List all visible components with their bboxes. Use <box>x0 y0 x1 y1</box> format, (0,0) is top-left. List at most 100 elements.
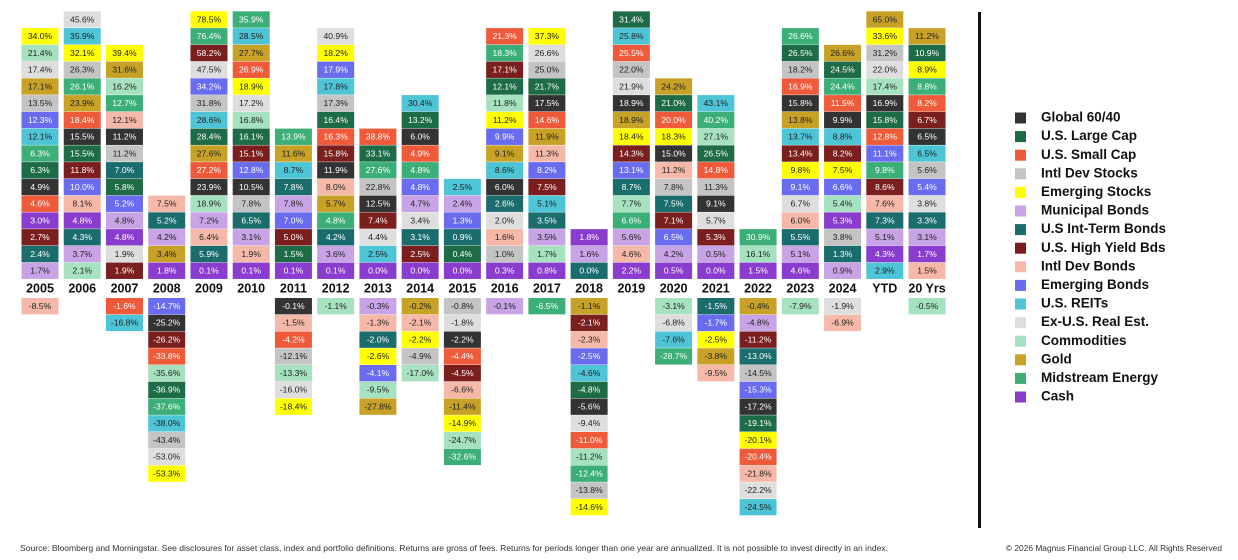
return-label: 18.4% <box>70 115 95 125</box>
return-cell <box>866 78 904 95</box>
return-label: 2.7% <box>30 232 50 242</box>
return-cell <box>443 178 481 196</box>
return-label: -14.9% <box>449 418 477 428</box>
return-cell <box>274 348 312 365</box>
return-cell <box>443 229 481 246</box>
return-label: -1.6% <box>113 301 136 311</box>
return-label: 23.9% <box>70 98 95 108</box>
return-label: -0.2% <box>409 301 432 311</box>
return-cell <box>486 78 524 95</box>
return-cell <box>528 245 566 263</box>
return-cell <box>866 111 904 129</box>
return-label: 8.8% <box>833 132 853 142</box>
return-cell <box>105 145 143 162</box>
return-cell <box>359 195 397 212</box>
return-cell <box>401 314 439 332</box>
return-cell <box>486 195 524 212</box>
return-label: 8.2% <box>917 98 937 108</box>
return-label: 4.8% <box>410 165 430 175</box>
return-cell <box>739 348 777 365</box>
return-label: 24.5% <box>830 65 855 75</box>
return-cell <box>781 28 819 45</box>
return-label: 0.1% <box>326 266 346 276</box>
return-label: -1.8% <box>451 318 474 328</box>
return-label: 12.7% <box>112 98 137 108</box>
return-label: 8.6% <box>875 182 895 192</box>
return-label: 30.9% <box>746 232 771 242</box>
return-label: 0.8% <box>537 266 557 276</box>
return-label: 78.5% <box>197 14 222 24</box>
return-cell <box>486 95 524 112</box>
divider <box>978 12 981 528</box>
year-label: 2012 <box>322 281 350 295</box>
return-label: -1.1% <box>324 301 347 311</box>
return-label: 4.8% <box>115 232 135 242</box>
return-cell <box>528 145 566 162</box>
return-cell <box>486 61 524 78</box>
return-cell <box>697 95 735 112</box>
return-cell <box>528 178 566 196</box>
return-cell <box>739 465 777 482</box>
return-label: 1.6% <box>579 249 599 259</box>
return-label: 40.9% <box>323 31 348 41</box>
legend-label: Commodities <box>1041 333 1127 348</box>
year-label: 2005 <box>26 281 54 295</box>
return-cell <box>612 111 650 129</box>
return-cell <box>781 178 819 196</box>
return-cell <box>528 78 566 95</box>
return-cell <box>655 111 693 129</box>
return-cell <box>148 365 186 382</box>
return-label: 14.8% <box>704 165 729 175</box>
return-label: 1.7% <box>30 266 50 276</box>
return-label: -13.0% <box>744 351 772 361</box>
return-label: 6.6% <box>833 182 853 192</box>
legend-swatch <box>1015 112 1026 124</box>
return-label: 16.1% <box>239 132 264 142</box>
return-label: 0.0% <box>579 266 599 276</box>
return-label: 17.4% <box>28 65 53 75</box>
return-cell <box>570 314 608 332</box>
return-cell <box>739 229 777 246</box>
return-label: 3.7% <box>72 249 92 259</box>
return-label: 8.7% <box>622 182 642 192</box>
return-label: 7.4% <box>368 215 388 225</box>
return-cell <box>443 331 481 348</box>
return-cell <box>739 448 777 466</box>
return-label: 11.9% <box>535 132 559 142</box>
return-cell <box>359 331 397 348</box>
return-label: -26.2% <box>153 334 181 344</box>
return-label: 18.9% <box>197 199 222 209</box>
return-label: 7.3% <box>875 215 895 225</box>
return-cell <box>824 111 862 129</box>
return-cell <box>824 195 862 212</box>
return-cell <box>443 314 481 332</box>
return-label: 11.5% <box>831 98 855 108</box>
return-label: -14.6% <box>576 502 604 512</box>
return-cell <box>908 28 946 45</box>
return-cell <box>105 178 143 196</box>
return-cell <box>612 245 650 263</box>
return-cell <box>908 95 946 112</box>
return-cell <box>486 298 524 315</box>
return-label: 1.7% <box>537 249 557 259</box>
return-cell <box>190 229 228 246</box>
return-label: 5.4% <box>833 199 853 209</box>
return-label: -14.5% <box>744 368 772 378</box>
return-cell <box>866 162 904 179</box>
return-label: 10.0% <box>70 182 95 192</box>
return-cell <box>105 212 143 229</box>
return-label: 18.2% <box>323 48 348 58</box>
year-label: 2013 <box>364 281 392 295</box>
return-label: 4.9% <box>30 182 50 192</box>
return-cell <box>401 195 439 212</box>
return-label: 6.6% <box>622 215 642 225</box>
return-cell <box>190 262 228 279</box>
legend-label: Cash <box>1041 389 1074 404</box>
return-cell <box>401 111 439 129</box>
return-label: 31.4% <box>619 14 644 24</box>
return-label: 2.6% <box>495 199 515 209</box>
return-cell <box>359 381 397 399</box>
return-cell <box>781 162 819 179</box>
legend-label: U.S. Large Cap <box>1041 128 1137 143</box>
legend-swatch <box>1015 205 1026 217</box>
